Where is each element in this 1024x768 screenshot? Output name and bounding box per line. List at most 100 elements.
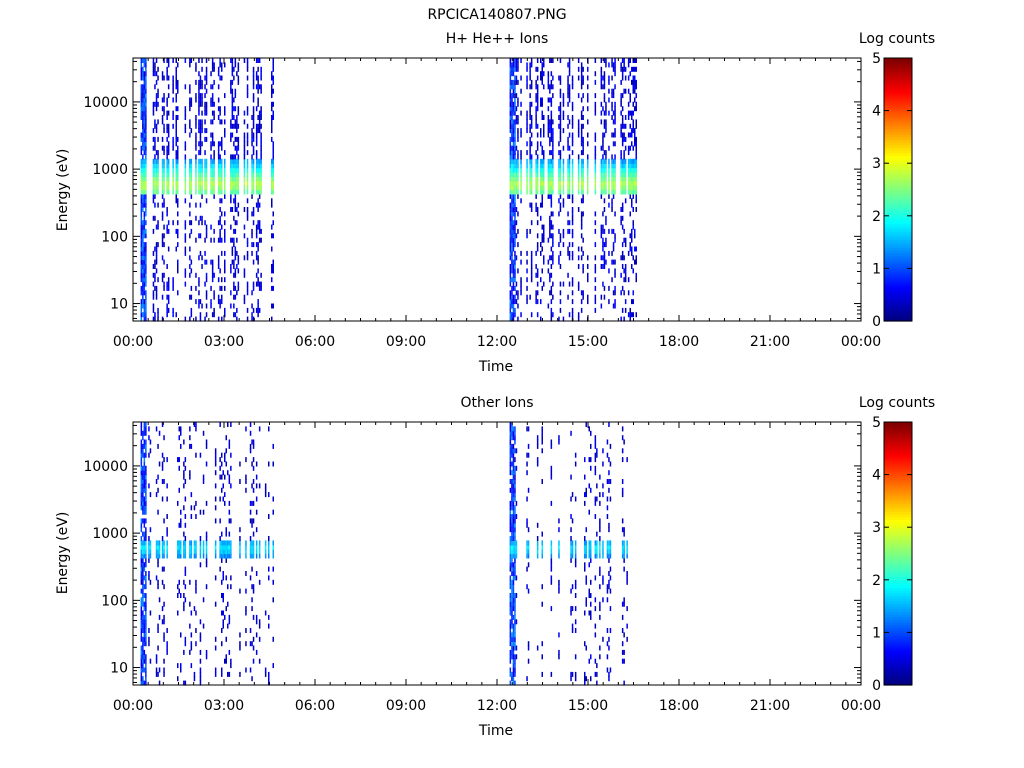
heatmap-cell: [620, 132, 622, 138]
heatmap-cell: [582, 141, 584, 147]
heatmap-cell: [234, 88, 237, 94]
heatmap-cell: [217, 163, 220, 169]
heatmap-cell: [184, 281, 187, 287]
heatmap-cell: [621, 185, 624, 191]
heatmap-cell: [145, 579, 147, 585]
colorbar-step: [884, 97, 912, 101]
colorbar-step: [884, 498, 912, 502]
colorbar-step: [884, 84, 912, 88]
heatmap-cell: [140, 461, 143, 467]
heatmap-cell: [231, 110, 234, 116]
heatmap-cell: [558, 649, 560, 655]
heatmap-cell: [627, 88, 630, 94]
heatmap-cell: [145, 193, 147, 199]
heatmap-cell: [145, 676, 147, 682]
heatmap-cell: [249, 430, 252, 436]
heatmap-cell: [257, 84, 259, 90]
heatmap-cell: [177, 198, 179, 204]
heatmap-cell: [621, 544, 624, 550]
heatmap-cell: [260, 228, 262, 234]
heatmap-cell: [143, 79, 146, 85]
heatmap-cell: [145, 452, 147, 458]
heatmap-cell: [177, 150, 179, 156]
heatmap-cell: [152, 215, 155, 221]
heatmap-cell: [143, 93, 146, 99]
heatmap-cell: [204, 93, 206, 99]
heatmap-cell: [562, 128, 565, 134]
heatmap-cell: [512, 163, 515, 169]
heatmap-cell: [515, 553, 518, 559]
heatmap-cell: [204, 250, 206, 256]
heatmap-cell: [180, 549, 182, 555]
heatmap-cell: [517, 290, 519, 296]
colorbar-step: [884, 168, 912, 172]
heatmap-cell: [224, 307, 226, 313]
heatmap-cell: [236, 290, 238, 296]
heatmap-cell: [204, 172, 206, 177]
heatmap-cell: [624, 185, 627, 191]
heatmap-cell: [623, 277, 625, 283]
heatmap-cell: [624, 272, 627, 278]
colorbar-step: [884, 600, 912, 605]
heatmap-cell: [602, 264, 604, 269]
heatmap-cell: [183, 549, 185, 555]
heatmap-cell: [547, 268, 550, 274]
heatmap-cell: [512, 264, 515, 269]
heatmap-cell: [520, 290, 522, 296]
heatmap-cell: [142, 540, 144, 546]
heatmap-cell: [166, 101, 168, 107]
heatmap-cell: [143, 649, 146, 655]
heatmap-cell: [609, 575, 612, 581]
heatmap-cell: [580, 123, 583, 129]
heatmap-cell: [252, 158, 255, 164]
heatmap-cell: [142, 281, 144, 287]
colorbar-step: [884, 642, 912, 647]
heatmap-cell: [142, 610, 144, 616]
heatmap-cell: [252, 150, 255, 156]
heatmap-cell: [632, 119, 634, 125]
heatmap-cell: [145, 277, 147, 283]
heatmap-cell: [272, 461, 274, 467]
heatmap-cell: [550, 264, 553, 269]
heatmap-cell: [623, 566, 625, 572]
heatmap-cell: [211, 163, 214, 169]
heatmap-cell: [142, 597, 144, 603]
heatmap-cell: [143, 483, 146, 489]
heatmap-cell: [210, 141, 212, 147]
heatmap-cell: [222, 575, 224, 581]
heatmap-cell: [571, 671, 574, 677]
heatmap-cell: [514, 663, 516, 669]
heatmap-cell: [514, 132, 516, 138]
heatmap-cell: [246, 88, 249, 94]
heatmap-cell: [614, 180, 616, 186]
heatmap-cell: [145, 294, 147, 300]
heatmap-cell: [148, 641, 150, 647]
heatmap-cell: [231, 167, 234, 173]
heatmap-cell: [157, 176, 159, 182]
heatmap-cell: [255, 540, 258, 546]
heatmap-cell: [529, 84, 531, 90]
heatmap-cell: [547, 167, 550, 173]
heatmap-cell: [142, 601, 144, 607]
heatmap-cell: [549, 172, 551, 177]
heatmap-cell: [213, 176, 215, 182]
heatmap-cell: [535, 172, 537, 177]
heatmap-cell: [142, 193, 144, 199]
heatmap-cell: [549, 176, 551, 182]
heatmap-cell: [570, 536, 572, 541]
heatmap-cell: [512, 492, 515, 498]
heatmap-cell: [526, 496, 528, 502]
heatmap-cell: [230, 663, 232, 669]
heatmap-cell: [558, 544, 560, 550]
heatmap-cell: [199, 132, 202, 138]
heatmap-cell: [221, 141, 223, 147]
heatmap-cell: [624, 264, 627, 269]
colorbar-step: [884, 186, 912, 191]
heatmap-cell: [530, 189, 533, 195]
heatmap-cell: [255, 167, 258, 173]
heatmap-cell: [509, 281, 512, 287]
heatmap-cell: [230, 154, 232, 160]
heatmap-cell: [515, 66, 518, 72]
heatmap-cell: [512, 645, 515, 651]
heatmap-cell: [541, 115, 543, 120]
